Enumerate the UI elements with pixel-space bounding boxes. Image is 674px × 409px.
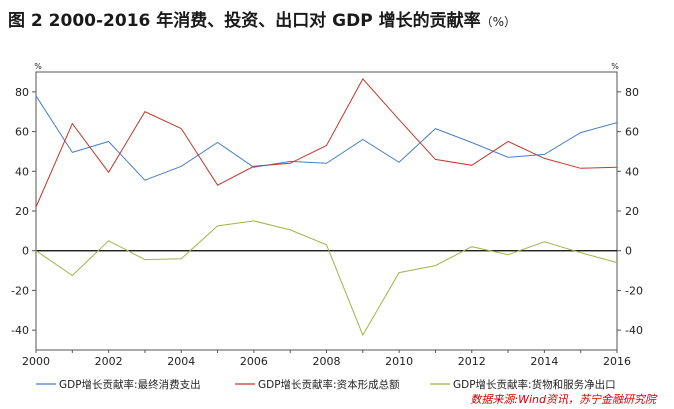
series-line-2 [35, 78, 618, 208]
y-unit-left: % [34, 62, 42, 71]
y-tick-label-right: 0 [625, 245, 632, 258]
y-tick-label-left: -20 [11, 284, 29, 297]
series-line-1 [35, 95, 618, 181]
y-tick-label-left: -40 [11, 324, 29, 337]
chart-title: 图 2 2000-2016 年消费、投资、出口对 GDP 增长的贡献率（%） [8, 6, 516, 31]
y-tick-label-right: -40 [625, 324, 643, 337]
chart-title-main: 图 2 2000-2016 年消费、投资、出口对 GDP 增长的贡献率 [8, 11, 481, 31]
legend-label-2: GDP增长贡献率:资本形成总额 [258, 378, 400, 391]
x-tick-label: 2016 [603, 355, 631, 368]
chart-legend: GDP增长贡献率:最终消费支出 GDP增长贡献率:资本形成总额 GDP增长贡献率:货… [36, 378, 616, 391]
series-line-3 [35, 220, 618, 337]
x-tick-label: 2006 [240, 355, 268, 368]
x-tick-label: 2002 [95, 355, 123, 368]
y-tick-label-right: 80 [625, 86, 639, 99]
y-tick-label-right: 20 [625, 205, 639, 218]
chart-title-unit: （%） [480, 15, 517, 29]
source-note: 数据来源:Wind资讯，苏宁金融研究院 [470, 393, 656, 406]
legend-label-1: GDP增长贡献率:最终消费支出 [59, 378, 201, 391]
y-tick-label-left: 40 [15, 165, 29, 178]
y-tick-label-right: -20 [625, 284, 643, 297]
y-tick-label-left: 80 [15, 86, 29, 99]
y-tick-label-left: 20 [15, 205, 29, 218]
x-tick-label: 2012 [458, 355, 486, 368]
x-tick-label: 2010 [385, 355, 413, 368]
x-tick-label: 2008 [313, 355, 341, 368]
legend-label-3: GDP增长贡献率:货物和服务净出口 [453, 378, 616, 391]
y-tick-label-left: 0 [22, 245, 29, 258]
y-tick-label-left: 60 [15, 126, 29, 139]
x-tick-label: 2000 [22, 355, 50, 368]
plot-frame [35, 71, 618, 351]
y-unit-right: % [611, 62, 619, 71]
chart-axes: -40 -40 -20 -20 0 0 20 20 40 40 60 60 80 80% % 2000 2002… [11, 62, 643, 368]
x-tick-label: 2004 [167, 355, 195, 368]
x-tick-label: 2014 [530, 355, 558, 368]
chart-series [35, 78, 618, 337]
y-tick-label-right: 60 [625, 126, 639, 139]
y-tick-label-right: 40 [625, 165, 639, 178]
